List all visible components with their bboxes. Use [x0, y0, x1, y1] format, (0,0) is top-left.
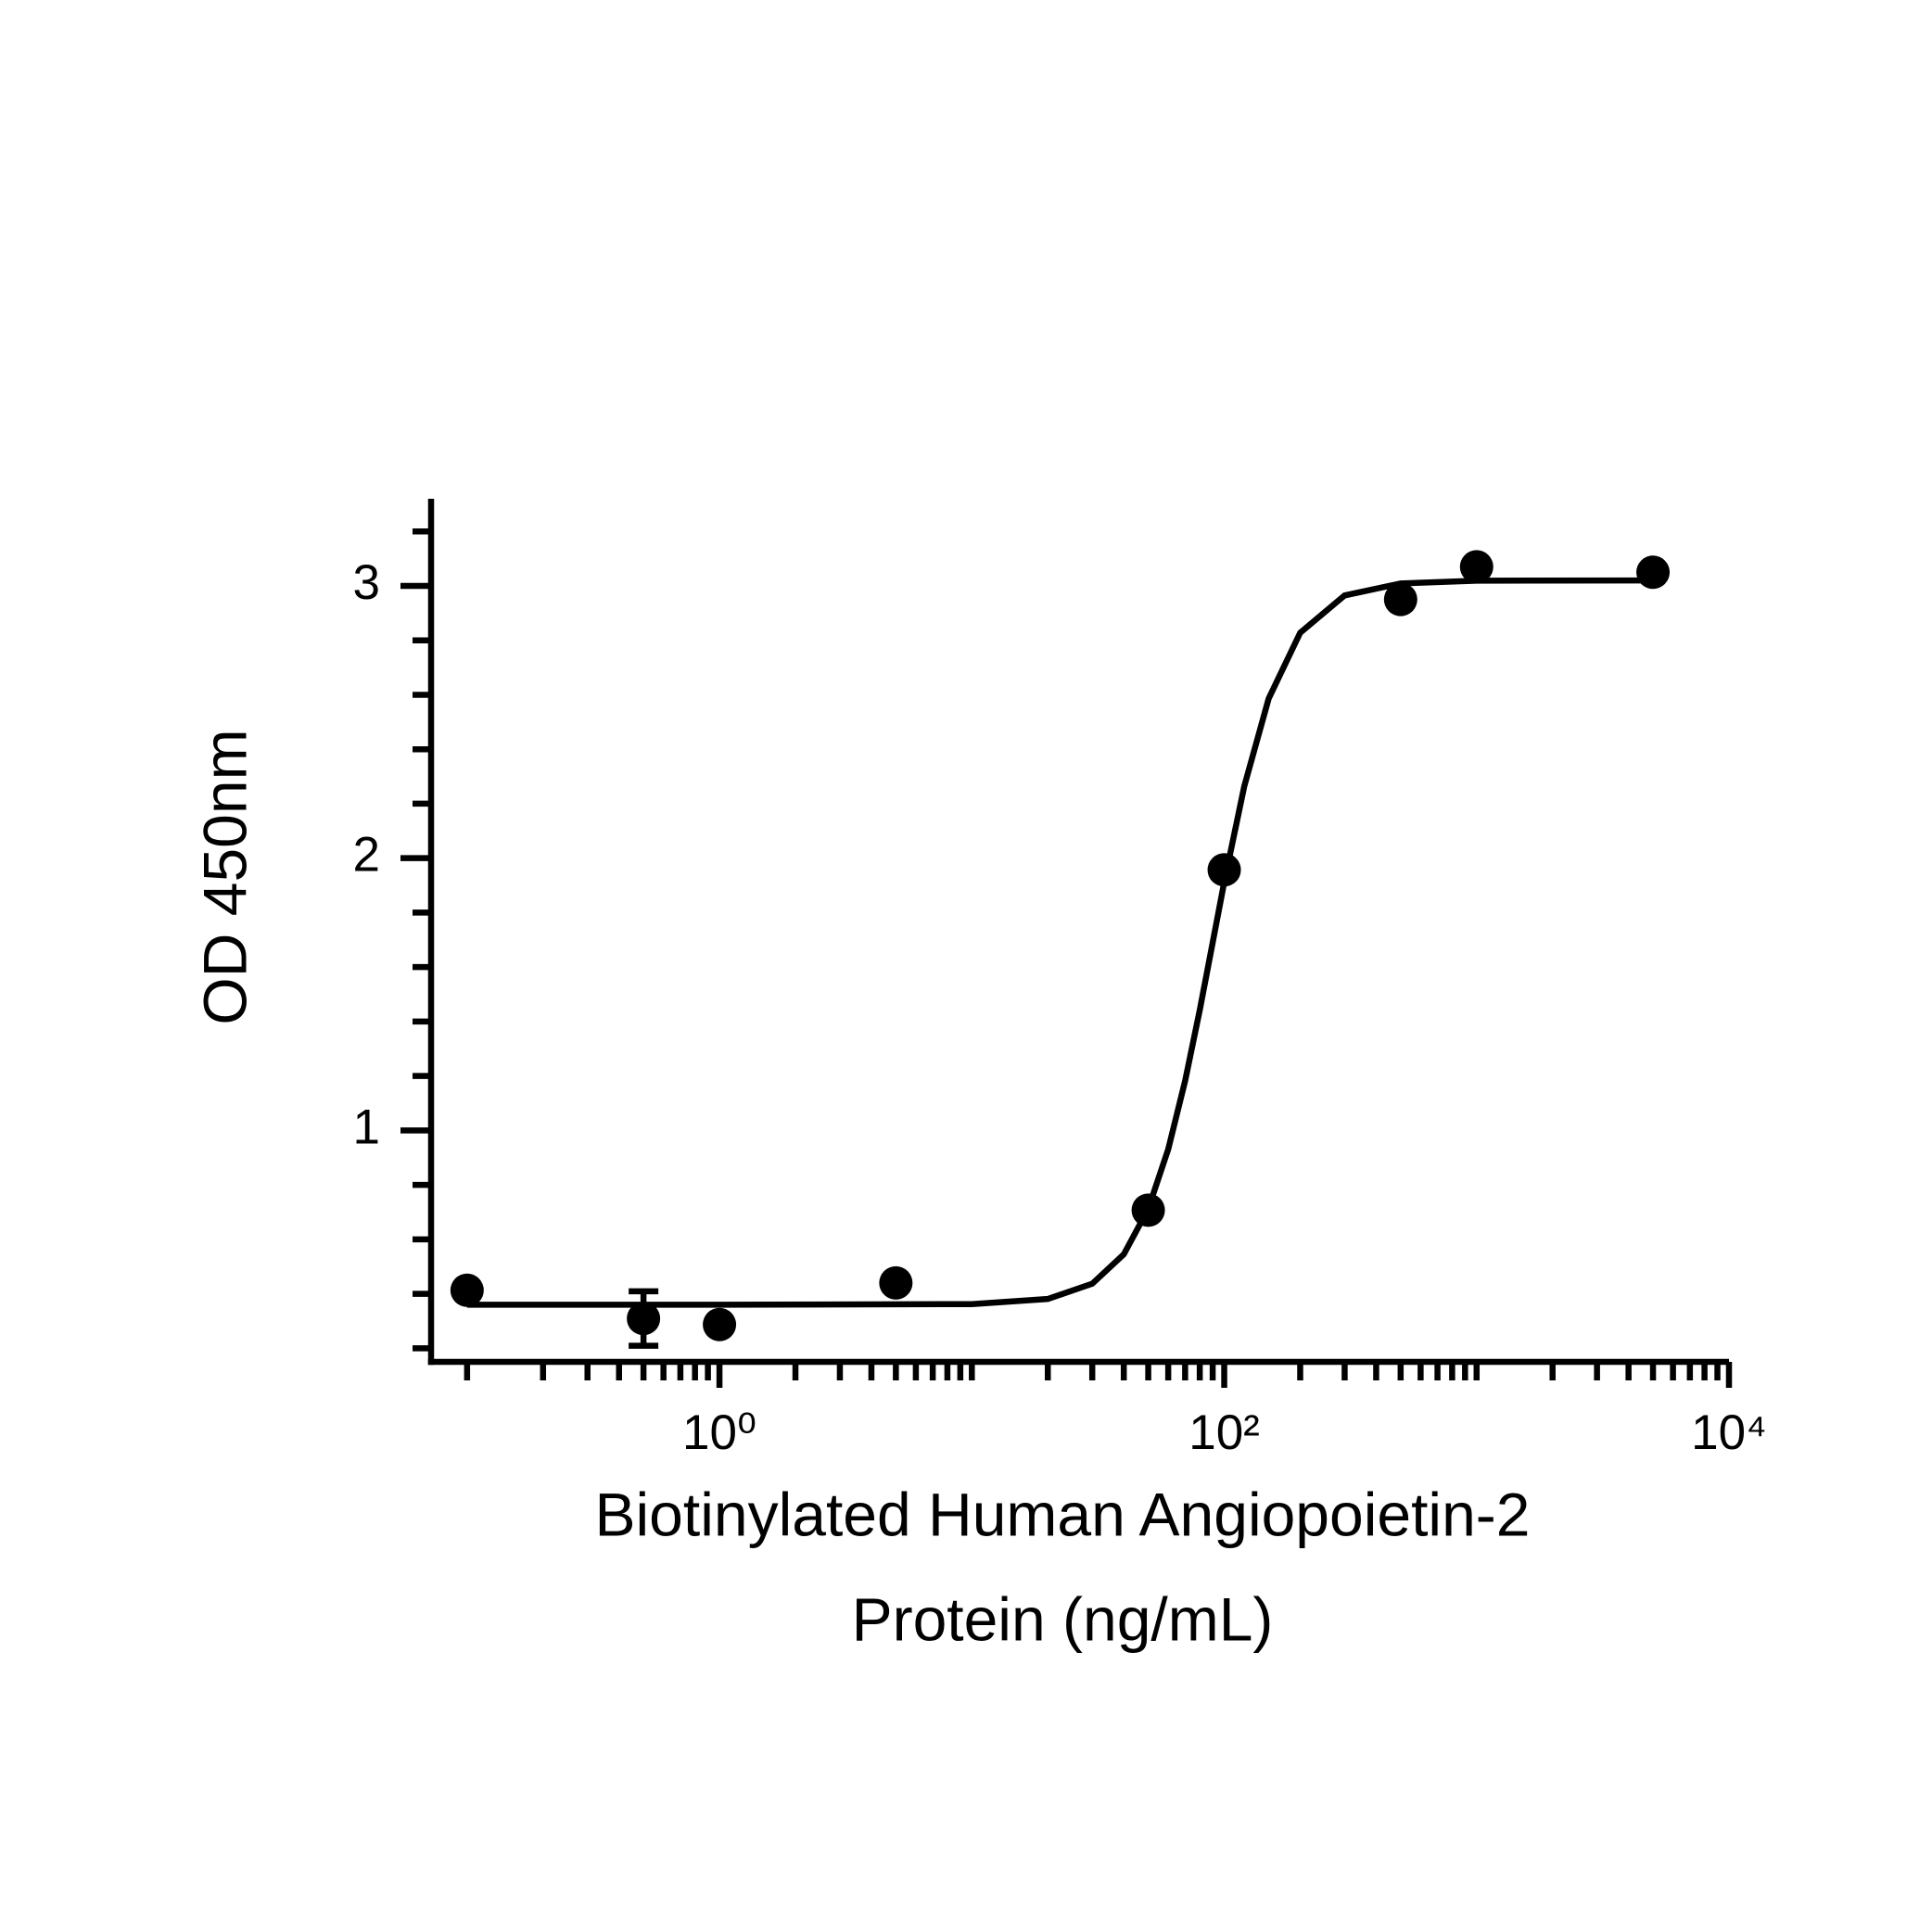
y-tick-label: 3	[353, 555, 380, 610]
y-tick-label: 2	[353, 828, 380, 883]
x-tick-label: 10⁴	[1691, 1405, 1767, 1460]
data-point	[450, 1273, 484, 1307]
fit-curve	[466, 577, 1654, 1308]
y-axis-title: OD 450nm	[190, 729, 259, 1024]
x-tick-label: 10⁰	[682, 1405, 756, 1460]
x-tick-label: 10²	[1188, 1405, 1260, 1460]
data-point	[1459, 550, 1493, 584]
data-point	[1131, 1193, 1165, 1227]
y-tick-label: 1	[353, 1099, 380, 1154]
data-point	[1636, 555, 1671, 590]
x-axis-title: Biotinylated Human Angiopoietin-2	[595, 1480, 1531, 1548]
data-point	[879, 1265, 913, 1300]
data-point	[703, 1307, 737, 1341]
x-axis-title: Protein (ng/mL)	[852, 1584, 1274, 1653]
data-point	[627, 1302, 661, 1336]
data-point	[1383, 582, 1417, 616]
data-point	[1207, 853, 1241, 887]
